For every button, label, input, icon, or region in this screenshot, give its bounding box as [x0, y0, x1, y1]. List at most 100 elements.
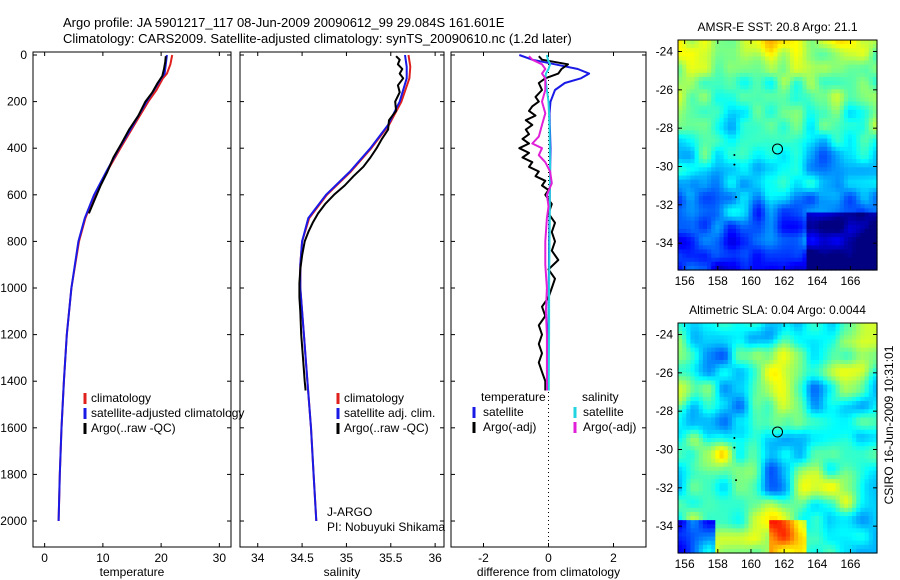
map-cell: [860, 425, 866, 431]
map-cell: [686, 384, 692, 390]
map-cell: [715, 474, 721, 480]
map-cell: [847, 101, 853, 107]
map-cell: [744, 372, 750, 377]
map-cell: [839, 335, 845, 341]
map-cell: [727, 462, 733, 468]
map-cell: [802, 179, 808, 185]
map-cell: [682, 458, 687, 464]
map-cell: [856, 52, 862, 58]
map-cell: [723, 175, 729, 181]
map-cell: [719, 446, 725, 451]
map-cell: [818, 52, 824, 58]
map-cell: [723, 401, 729, 406]
map-cell: [806, 196, 812, 201]
map-cell: [794, 433, 799, 439]
map-cell: [752, 257, 758, 263]
map-cell: [785, 351, 791, 357]
map-cell: [731, 241, 737, 246]
map-cell: [752, 479, 758, 484]
map-cell: [715, 388, 721, 394]
map-cell: [777, 72, 783, 78]
map-cell: [798, 81, 803, 86]
map-cell: [860, 228, 866, 234]
map-cell: [744, 347, 750, 353]
map-cell: [860, 163, 866, 168]
map-cell: [769, 118, 774, 123]
map-cell: [686, 462, 692, 468]
map-cell: [852, 109, 857, 115]
map-cell: [785, 228, 791, 234]
map-cell: [814, 454, 820, 460]
map-cell: [856, 384, 862, 390]
map-cell: [872, 155, 878, 160]
map-cell: [802, 76, 808, 82]
map-cell: [847, 245, 853, 251]
map-cell: [731, 462, 737, 468]
map-cell: [831, 339, 837, 345]
map-cell: [698, 81, 704, 86]
map-cell: [843, 171, 849, 177]
map-cell: [690, 257, 696, 263]
map-cell: [698, 142, 704, 148]
map-cell: [843, 368, 849, 373]
map-cell: [810, 224, 816, 230]
map-cell: [711, 167, 716, 173]
map-cell: [723, 142, 729, 148]
map-cell: [698, 413, 704, 419]
map-cell: [794, 479, 799, 484]
map-cell: [843, 380, 849, 386]
map-cell: [769, 355, 774, 361]
map-cell: [740, 384, 745, 390]
map-cell: [678, 470, 683, 476]
map-cell: [698, 237, 704, 242]
map-cell: [785, 409, 791, 414]
map-cell: [823, 126, 828, 131]
map-cell: [777, 487, 783, 492]
map-cell: [802, 93, 808, 99]
map-cell: [765, 351, 770, 357]
map-cell: [736, 81, 741, 86]
map-cell: [756, 245, 762, 251]
map-cell: [731, 245, 737, 251]
map-cell: [789, 474, 795, 480]
map-cell: [690, 118, 696, 123]
map-cell: [707, 220, 712, 226]
map-cell: [719, 171, 725, 177]
map-cell: [711, 44, 716, 49]
map-cell: [818, 327, 824, 332]
map-cell: [769, 220, 774, 226]
map-cell: [760, 97, 766, 103]
map-cell: [736, 105, 741, 111]
map-cell: [765, 495, 770, 501]
temperature-series-red: [57, 54, 174, 522]
map-cell: [847, 495, 853, 501]
map-cell: [719, 261, 725, 267]
map-cell: [682, 56, 687, 62]
map-cell: [756, 470, 762, 476]
map-cell: [810, 44, 816, 49]
map-cell: [727, 52, 733, 58]
map-cell: [856, 200, 862, 205]
map-cell: [702, 417, 708, 423]
map-cell: [843, 159, 849, 164]
map-cell: [711, 208, 716, 214]
map-cell: [785, 433, 791, 439]
map-cell: [835, 479, 841, 484]
map-cell: [707, 196, 712, 201]
map-cell: [694, 499, 700, 505]
map-cell: [719, 450, 725, 456]
map-cell: [682, 442, 687, 447]
map-cell: [802, 376, 808, 382]
map-cell: [827, 438, 832, 443]
difference-series-magenta: [528, 55, 553, 391]
map-cell: [686, 257, 692, 263]
map-cell: [769, 179, 774, 185]
map-cell: [702, 93, 708, 99]
map-cell: [814, 355, 820, 361]
map-cell: [748, 167, 754, 173]
map-cell: [827, 364, 832, 369]
map-cell: [682, 159, 687, 164]
map-cell: [810, 142, 816, 148]
map-cell: [711, 421, 716, 427]
map-cell: [682, 97, 687, 103]
